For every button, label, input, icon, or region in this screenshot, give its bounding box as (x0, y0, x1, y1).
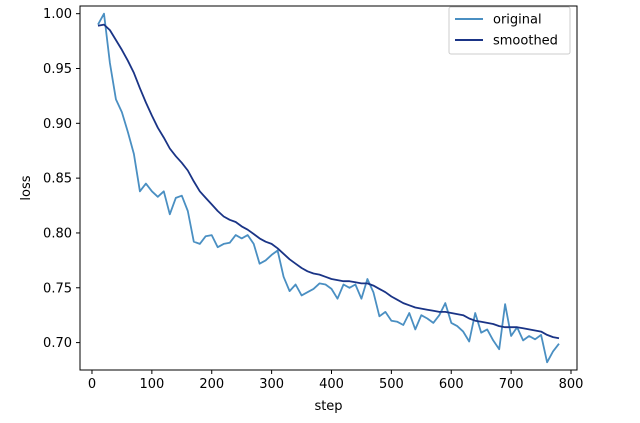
x-axis-label: step (314, 399, 342, 414)
y-tick-label: 0.75 (43, 281, 72, 296)
series-line-original (97, 12, 560, 364)
x-tick-label: 100 (139, 377, 164, 392)
x-tick-label: 700 (499, 377, 524, 392)
x-tick-label: 500 (379, 377, 404, 392)
y-tick-label: 0.70 (43, 336, 72, 351)
x-tick-label: 200 (199, 377, 224, 392)
y-tick-label: 0.95 (43, 62, 72, 77)
x-tick-label: 800 (559, 377, 584, 392)
x-axis: 0 100 200 300 400 500 600 700 800 (88, 370, 584, 392)
y-tick-label: 0.90 (43, 117, 72, 132)
legend: original smoothed (448, 6, 571, 55)
y-axis-label: loss (19, 175, 34, 200)
plot-area (79, 5, 578, 371)
legend-entry-original: original (493, 13, 542, 28)
legend-entry-smoothed: smoothed (493, 34, 558, 49)
y-tick-label: 0.80 (43, 226, 72, 241)
y-tick-label: 1.00 (43, 7, 72, 22)
x-tick-label: 600 (439, 377, 464, 392)
x-tick-label: 0 (88, 377, 96, 392)
plot-frame (79, 5, 578, 371)
x-tick-label: 300 (259, 377, 284, 392)
y-tick-label: 0.85 (43, 172, 72, 187)
series-line-smoothed (97, 23, 560, 340)
x-tick-label: 400 (319, 377, 344, 392)
y-axis: 0.70 0.75 0.80 0.85 0.90 0.95 1.00 (43, 7, 80, 351)
series-layer (97, 12, 560, 364)
